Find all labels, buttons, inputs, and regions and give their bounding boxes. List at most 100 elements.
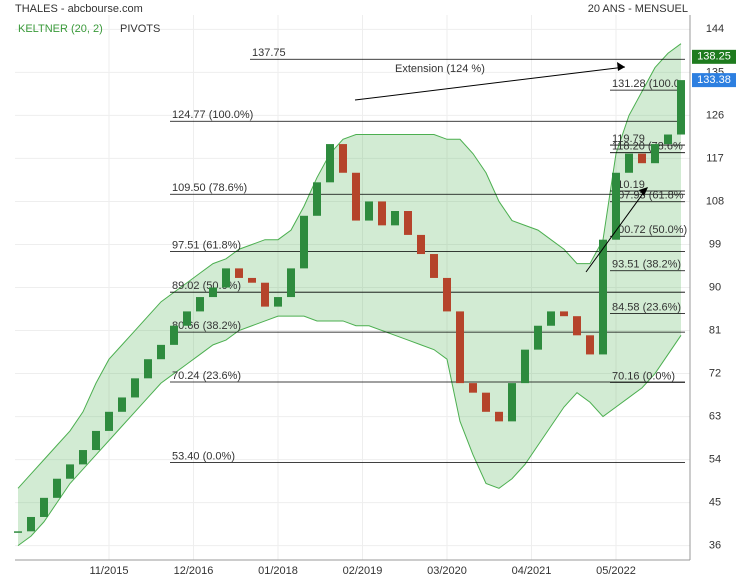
candle-body xyxy=(183,311,191,326)
candle-body xyxy=(456,311,464,384)
candle-body xyxy=(638,153,646,164)
candle-body xyxy=(118,397,126,412)
candle-body xyxy=(599,239,607,355)
y-tick-label: 144 xyxy=(706,23,724,35)
y-tick-label: 90 xyxy=(709,281,721,293)
candle-body xyxy=(430,254,438,278)
level-label: 89.02 (50.0%) xyxy=(172,280,241,292)
level-label: 124.77 (100.0%) xyxy=(172,109,253,121)
candle-body xyxy=(495,411,503,422)
candles xyxy=(14,80,685,533)
band-line xyxy=(17,315,682,547)
candle-body xyxy=(222,268,230,288)
x-tick-label: 02/2019 xyxy=(343,565,383,577)
candle-body xyxy=(586,335,594,355)
level-label: 84.58 (23.6%) xyxy=(612,301,681,313)
candle-body xyxy=(651,144,659,164)
y-tick-label: 72 xyxy=(709,367,721,379)
candle-body xyxy=(209,287,217,298)
chart-title: THALES - abcbourse.com xyxy=(15,3,143,15)
candle-body xyxy=(664,134,672,145)
y-tick-label: 54 xyxy=(709,454,721,466)
candle-body xyxy=(534,325,542,350)
candle-body xyxy=(625,153,633,173)
candle-body xyxy=(378,201,386,226)
candle-body xyxy=(53,478,61,498)
candle-body xyxy=(443,277,451,312)
level-label: 118.20 (78.6% xyxy=(612,141,683,153)
candle-body xyxy=(352,172,360,221)
x-tick-label: 03/2020 xyxy=(427,565,467,577)
candle-body xyxy=(404,211,412,235)
candle-body xyxy=(547,311,555,326)
candle-body xyxy=(235,268,243,278)
candle-body xyxy=(261,282,269,307)
candle-body xyxy=(573,316,581,336)
candle-body xyxy=(157,344,165,360)
arrowhead xyxy=(617,62,625,71)
candle-body xyxy=(92,430,100,451)
trend-arrow xyxy=(585,187,648,273)
candle-body xyxy=(131,378,139,398)
candle-body xyxy=(326,144,334,183)
candle-body xyxy=(417,234,425,255)
candle-body xyxy=(79,450,87,465)
candle-body xyxy=(144,359,152,379)
y-tick-label: 36 xyxy=(709,540,721,552)
band-line xyxy=(17,43,682,489)
level-label: 137.75 xyxy=(252,47,286,59)
candle-body xyxy=(482,392,490,412)
level-label: 109.50 (78.6%) xyxy=(172,182,247,194)
candle-body xyxy=(391,211,399,226)
candle-body xyxy=(521,349,529,384)
price-tag-label: 133.38 xyxy=(697,74,731,86)
candle-body xyxy=(248,277,256,283)
level-label: 53.40 (0.0%) xyxy=(172,450,235,462)
candle-body xyxy=(40,497,48,517)
candle-body xyxy=(612,172,620,240)
candle-body xyxy=(300,215,308,269)
arrowhead xyxy=(639,187,648,196)
chart-subtitle: 20 ANS - MENSUEL xyxy=(588,3,688,15)
legend-entry: PIVOTS xyxy=(120,23,160,35)
level-label: 80.66 (38.2%) xyxy=(172,320,241,332)
price-tag-label: 138.25 xyxy=(697,51,731,63)
candle-body xyxy=(508,383,516,422)
y-tick-label: 99 xyxy=(709,238,721,250)
x-tick-label: 04/2021 xyxy=(512,565,552,577)
annotation: Extension (124 %) xyxy=(395,63,485,75)
candle-body xyxy=(274,297,282,307)
candle-body xyxy=(14,531,22,533)
grid xyxy=(15,15,690,560)
level-label: 119.79 xyxy=(612,133,645,145)
level-label: 93.51 (38.2%) xyxy=(612,259,681,271)
candle-body xyxy=(196,297,204,312)
candle-body xyxy=(365,201,373,221)
candle-body xyxy=(170,325,178,345)
candle-body xyxy=(677,80,685,135)
candle-body xyxy=(27,516,35,532)
level-label: 110.19 xyxy=(612,179,645,191)
candle-body xyxy=(287,268,295,298)
level-label: 70.16 (0.0%) xyxy=(612,370,675,382)
price-tag xyxy=(692,73,736,88)
extension-arrow xyxy=(354,66,626,101)
candle-body xyxy=(560,311,568,317)
candle-body xyxy=(469,383,477,393)
legend-entry: KELTNER (20, 2) xyxy=(18,23,103,35)
y-tick-label: 81 xyxy=(709,324,721,336)
level-label: 70.24 (23.6%) xyxy=(172,370,241,382)
level-label: 107.93 (61.8% xyxy=(612,190,684,202)
x-tick-label: 01/2018 xyxy=(258,565,298,577)
candle-body xyxy=(339,144,347,173)
y-tick-label: 126 xyxy=(706,109,724,121)
x-tick-label: 11/2015 xyxy=(90,565,129,577)
candle-body xyxy=(66,464,74,479)
level-label: 100.72 (50.0%) xyxy=(612,224,687,236)
candle-body xyxy=(313,182,321,216)
level-label: 97.51 (61.8%) xyxy=(172,240,241,252)
level-label: 131.28 (100.0 xyxy=(612,78,680,90)
x-tick-label: 05/2022 xyxy=(596,565,636,577)
